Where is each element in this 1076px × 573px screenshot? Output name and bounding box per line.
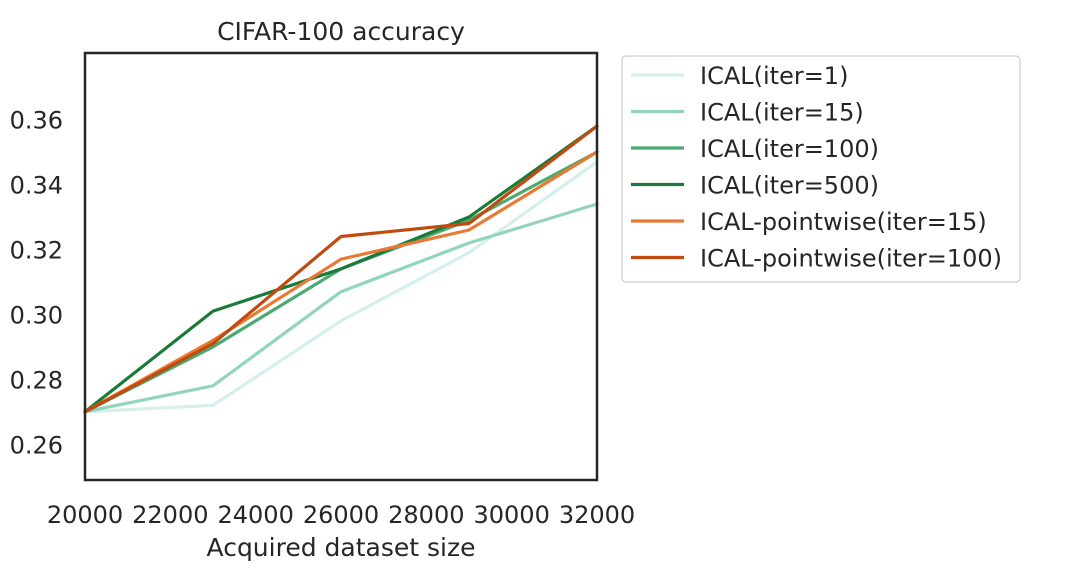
plot-frame (83, 51, 599, 482)
x-tick-label: 20000 (47, 501, 123, 529)
y-tick-label: 0.28 (10, 366, 63, 394)
x-tick-label: 30000 (473, 501, 549, 529)
legend-frame (621, 55, 1021, 283)
legend-label: ICAL(iter=15) (700, 99, 864, 127)
y-tick-label: 0.26 (10, 431, 63, 459)
y-tick-label: 0.34 (10, 172, 63, 200)
x-tick-label: 26000 (303, 501, 379, 529)
y-tick-label: 0.32 (10, 236, 63, 264)
chart-title: CIFAR-100 accuracy (217, 17, 465, 46)
x-tick-label: 22000 (132, 501, 208, 529)
x-tick-label: 32000 (559, 501, 635, 529)
series-line-4 (83, 124, 599, 414)
x-axis-label: Acquired dataset size (207, 533, 476, 562)
legend-label: ICAL-pointwise(iter=15) (700, 208, 987, 236)
y-tick-label: 0.30 (10, 301, 63, 329)
series-line-6 (83, 124, 599, 414)
series-line-5 (83, 150, 599, 414)
legend: ICAL(iter=1) ICAL(iter=15) ICAL(iter=100) I… (621, 55, 1021, 283)
series-layer (83, 124, 599, 414)
y-axis: 0.26 0.28 0.30 0.32 0.34 0.36 (10, 107, 63, 460)
legend-label: ICAL(iter=500) (700, 172, 879, 200)
legend-label: ICAL(iter=1) (700, 62, 848, 90)
x-axis: 20000 22000 24000 26000 28000 30000 32000 (47, 501, 635, 529)
x-tick-label: 24000 (217, 501, 293, 529)
series-line-3 (83, 150, 599, 414)
legend-label: ICAL-pointwise(iter=100) (700, 245, 1002, 273)
series-line-1 (83, 160, 599, 414)
y-tick-label: 0.36 (10, 107, 63, 135)
legend-label: ICAL(iter=100) (700, 135, 879, 163)
x-tick-label: 28000 (388, 501, 464, 529)
series-line-2 (83, 202, 599, 414)
